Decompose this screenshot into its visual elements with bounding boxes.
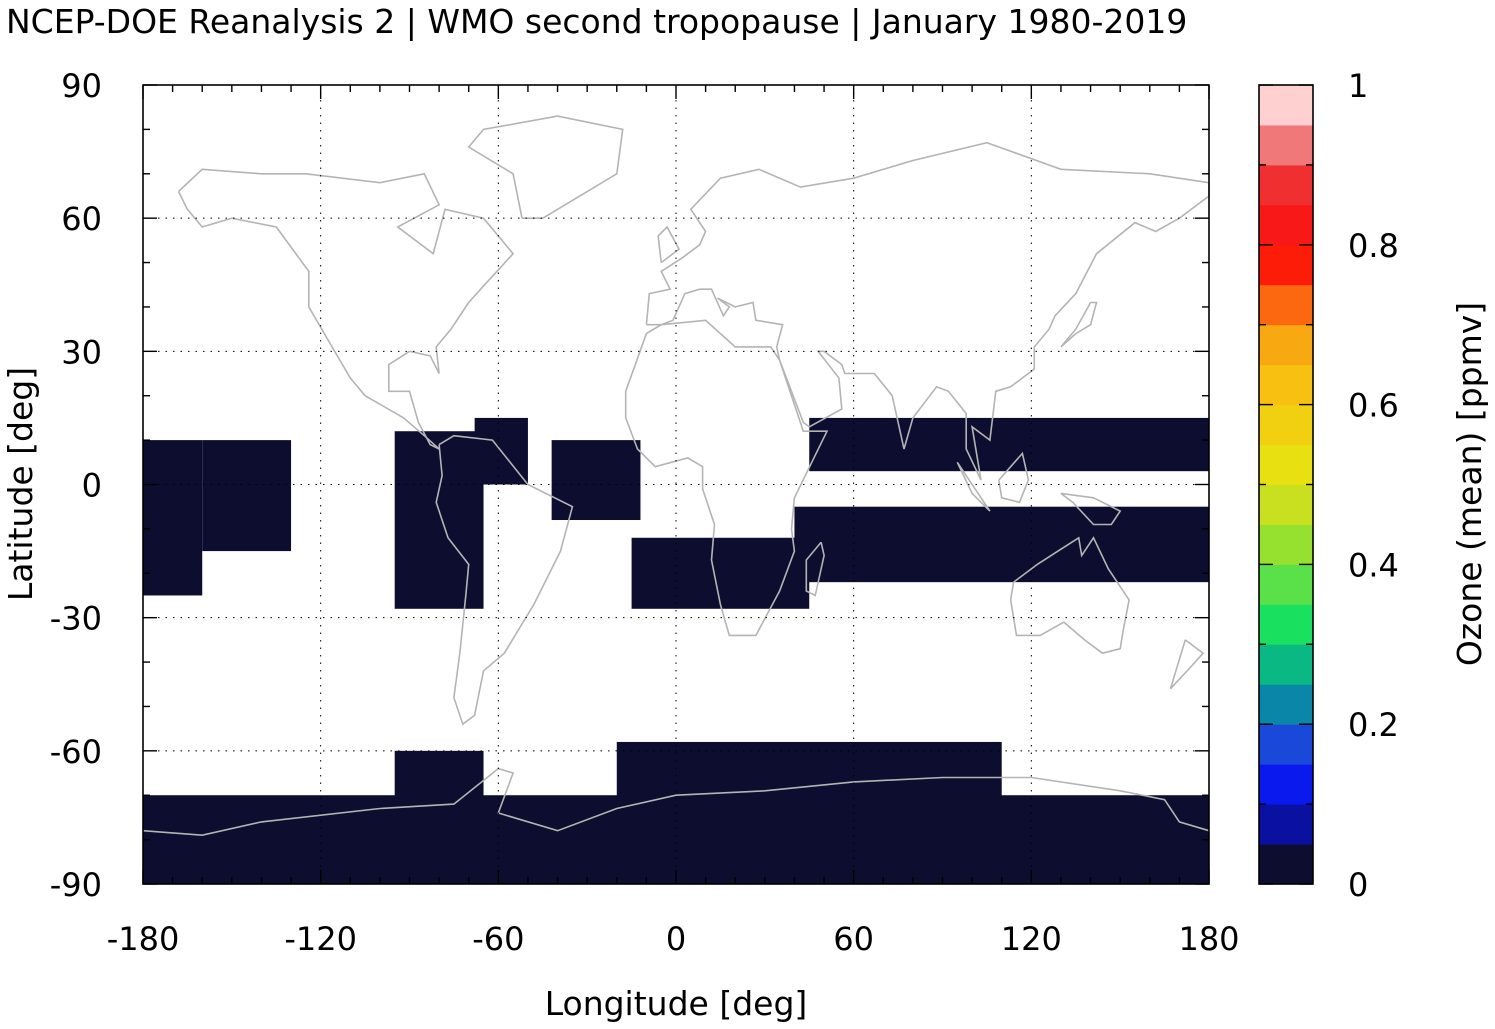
colorbar-swatch xyxy=(1259,564,1313,605)
heatmap-cell xyxy=(631,537,810,609)
coastlines xyxy=(142,115,1210,837)
colorbar-swatch xyxy=(1259,684,1313,725)
x-tick-label: -180 xyxy=(107,920,180,958)
colorbar-swatch xyxy=(1259,244,1313,286)
y-tick-labels: 90 60 30 0 -30 -60 -90 xyxy=(50,67,102,904)
coastline xyxy=(177,168,515,450)
coastline xyxy=(956,461,991,512)
y-axis-label: Latitude [deg] xyxy=(1,367,40,601)
colorbar-swatch xyxy=(1259,724,1313,765)
colorbar-tick-label: 0.2 xyxy=(1348,706,1399,744)
colorbar-label: Ozone (mean) [ppmv] xyxy=(1450,302,1489,666)
colorbar-swatch xyxy=(1259,804,1313,845)
coastline xyxy=(998,451,1030,504)
x-axis-label: Longitude [deg] xyxy=(545,984,808,1023)
colorbar xyxy=(1258,84,1314,885)
coastline xyxy=(645,141,1210,481)
y-tick-label: -30 xyxy=(50,600,102,638)
colorbar-swatch xyxy=(1259,844,1313,885)
colorbar-swatch xyxy=(1259,644,1313,685)
y-tick-label: 60 xyxy=(61,200,102,238)
y-tick-label: 0 xyxy=(82,467,102,505)
x-tick-label: 180 xyxy=(1178,920,1239,958)
heatmap-cell xyxy=(143,795,1209,884)
colorbar-swatch xyxy=(1259,324,1313,366)
coastline xyxy=(805,541,825,597)
colorbar-swatch xyxy=(1259,524,1313,565)
colorbar-swatch xyxy=(1259,484,1313,525)
coastline xyxy=(435,434,574,726)
heatmap-cell xyxy=(394,431,484,609)
colorbar-swatch xyxy=(1259,604,1313,645)
coastline xyxy=(142,767,1210,837)
coastline xyxy=(467,115,624,219)
heatmap-cell xyxy=(202,440,292,552)
x-tick-label: -120 xyxy=(284,920,357,958)
coastline xyxy=(624,319,829,637)
x-tick-label: -60 xyxy=(472,920,524,958)
colorbar-swatch xyxy=(1259,404,1313,446)
y-tick-label: 90 xyxy=(61,67,102,105)
coastline xyxy=(1169,639,1205,690)
heatmap-cells xyxy=(143,417,1209,884)
colorbar-tick-label: 0.4 xyxy=(1348,546,1399,584)
y-tick-label: -90 xyxy=(50,866,102,904)
coastline xyxy=(1060,301,1098,348)
heatmap-cell xyxy=(616,741,1002,805)
colorbar-tick-label: 1 xyxy=(1348,67,1368,105)
heatmap-cell xyxy=(143,440,203,596)
x-tick-label: 0 xyxy=(666,920,686,958)
colorbar-swatch xyxy=(1259,364,1313,406)
coastline xyxy=(1060,492,1122,526)
colorbar-swatch xyxy=(1259,85,1313,126)
heatmap-cell xyxy=(394,750,484,805)
colorbar-swatch xyxy=(1259,764,1313,805)
heatmap-cell xyxy=(794,506,1209,583)
colorbar-swatch xyxy=(1259,444,1313,485)
grid-lines xyxy=(143,85,1209,884)
colorbar-tick-label: 0.8 xyxy=(1348,227,1399,265)
heatmap-cell xyxy=(809,417,1209,472)
colorbar-tick-label: 0.6 xyxy=(1348,387,1399,425)
colorbar-tick-label: 0 xyxy=(1348,866,1368,904)
x-tick-labels: -180 -120 -60 0 60 120 180 xyxy=(107,920,1240,958)
chart-title: NCEP-DOE Reanalysis 2 | WMO second tropo… xyxy=(6,2,1187,41)
colorbar-swatch xyxy=(1259,124,1313,166)
coastline xyxy=(1009,536,1130,655)
colorbar-swatch xyxy=(1259,284,1313,326)
y-tick-label: 30 xyxy=(61,333,102,371)
colorbar-swatch xyxy=(1259,164,1313,206)
x-tick-label: 120 xyxy=(1001,920,1062,958)
heatmap-cell xyxy=(551,440,641,521)
coastline xyxy=(657,225,681,264)
colorbar-swatch xyxy=(1259,204,1313,246)
x-tick-label: 60 xyxy=(833,920,874,958)
axis-ticks xyxy=(142,84,1210,885)
colorbar-tick-labels: 0 0.2 0.4 0.6 0.8 1 xyxy=(1348,67,1399,904)
y-tick-label: -60 xyxy=(50,733,102,771)
